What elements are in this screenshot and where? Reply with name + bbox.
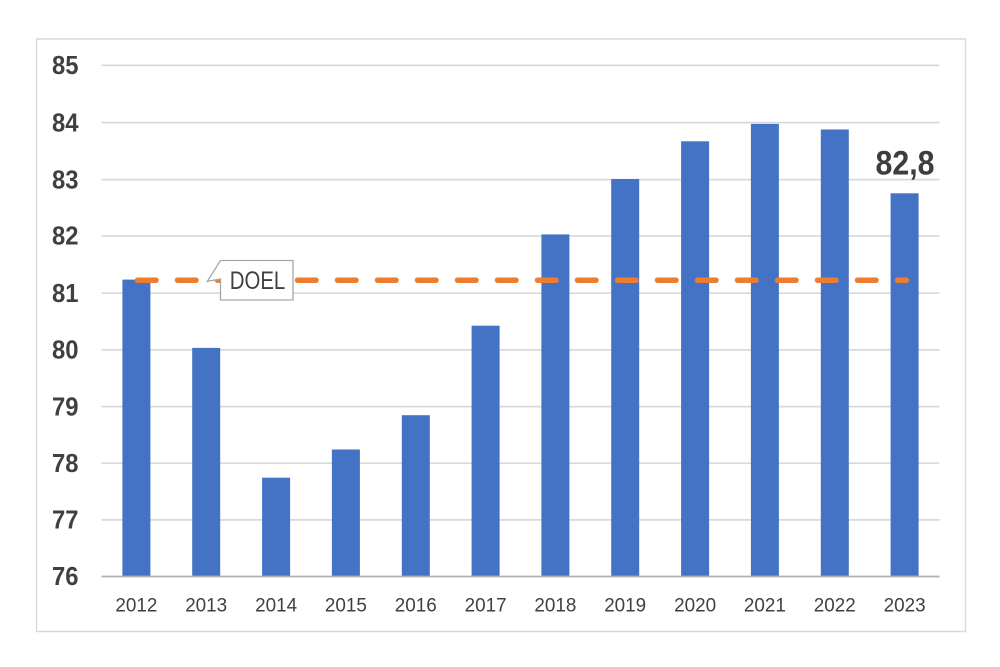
svg-text:2018: 2018: [534, 595, 576, 617]
svg-text:80: 80: [52, 337, 79, 365]
svg-text:77: 77: [52, 507, 79, 535]
svg-text:84: 84: [52, 109, 79, 137]
svg-text:83: 83: [52, 166, 79, 194]
svg-text:78: 78: [52, 450, 79, 478]
svg-text:2015: 2015: [325, 595, 367, 617]
svg-text:2021: 2021: [744, 595, 786, 617]
svg-text:2012: 2012: [115, 595, 157, 617]
svg-text:79: 79: [52, 393, 79, 421]
svg-text:2014: 2014: [255, 595, 297, 617]
svg-text:2019: 2019: [604, 595, 646, 617]
svg-text:2013: 2013: [185, 595, 227, 617]
svg-text:2023: 2023: [884, 595, 926, 617]
svg-text:82: 82: [52, 223, 79, 251]
svg-text:85: 85: [52, 52, 79, 80]
svg-text:2020: 2020: [674, 595, 716, 617]
svg-text:DOEL: DOEL: [230, 267, 286, 295]
svg-text:81: 81: [52, 280, 79, 308]
svg-text:2016: 2016: [395, 595, 437, 617]
svg-text:2022: 2022: [814, 595, 856, 617]
svg-text:82,8: 82,8: [876, 145, 935, 183]
svg-text:76: 76: [52, 563, 79, 591]
svg-text:2017: 2017: [465, 595, 507, 617]
